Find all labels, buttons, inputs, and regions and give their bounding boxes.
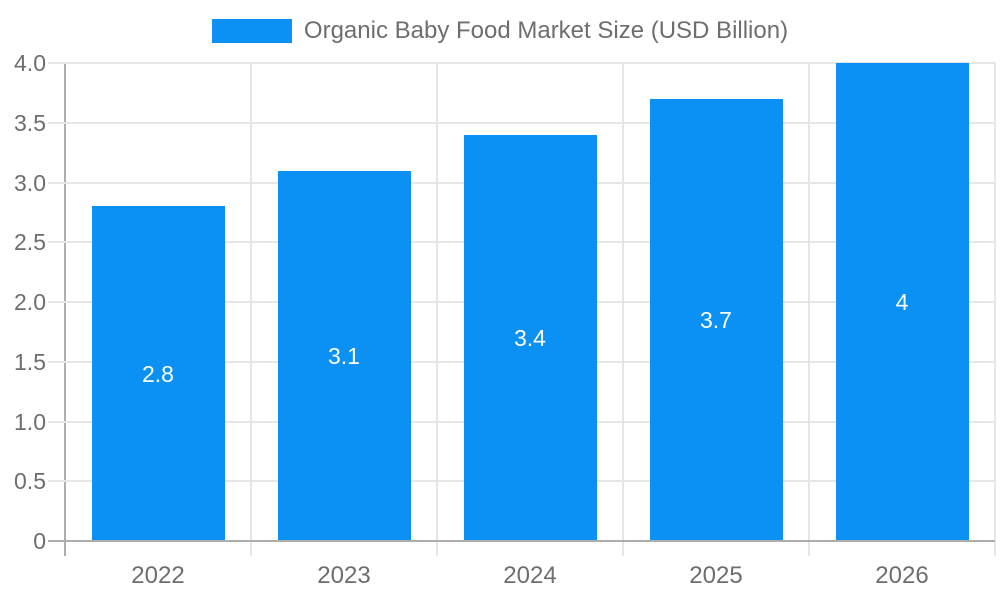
bar-2024[interactable] bbox=[463, 134, 597, 541]
y-tick-label: 4.0 bbox=[14, 50, 46, 76]
x-tick-label: 2022 bbox=[131, 562, 185, 589]
bar-value-label: 3.4 bbox=[514, 324, 546, 351]
gridline-vertical bbox=[250, 63, 252, 556]
y-tick-label: 3.0 bbox=[14, 169, 46, 196]
y-tick-label: 1.0 bbox=[14, 408, 46, 435]
legend-label: Organic Baby Food Market Size (USD Billi… bbox=[303, 17, 789, 44]
bar-value-label: 3.1 bbox=[328, 342, 360, 369]
bar-value-label: 4 bbox=[895, 289, 909, 315]
bar-2025[interactable] bbox=[649, 98, 783, 541]
bar-2023[interactable] bbox=[277, 170, 411, 541]
bar-2026[interactable] bbox=[835, 63, 969, 541]
x-axis-baseline bbox=[48, 540, 995, 542]
x-tick-label: 2024 bbox=[503, 562, 557, 589]
x-axis-labels: 2022 2023 2024 2025 2026 bbox=[65, 541, 995, 600]
gridline-vertical bbox=[436, 63, 438, 556]
gridline-horizontal bbox=[48, 62, 995, 64]
x-tick-label: 2023 bbox=[317, 562, 371, 589]
x-tick-label: 2025 bbox=[689, 562, 743, 589]
y-tick-label: 0.5 bbox=[14, 468, 46, 495]
bar-value-label: 2.8 bbox=[142, 360, 174, 387]
gridline-vertical bbox=[994, 63, 996, 556]
bar-value-label: 3.7 bbox=[700, 306, 732, 333]
bar-2022[interactable] bbox=[91, 206, 225, 541]
y-axis-labels: 0 0.5 1.0 1.5 2.0 2.5 3.0 3.5 4.0 bbox=[0, 0, 46, 600]
gridline-vertical bbox=[622, 63, 624, 556]
gridline-vertical bbox=[808, 63, 810, 556]
y-tick-label: 3.5 bbox=[14, 109, 46, 136]
plot-area: 2.8 3.1 3.4 3.7 4 bbox=[48, 62, 996, 556]
y-tick-label: 1.5 bbox=[14, 348, 46, 375]
chart-legend: Organic Baby Food Market Size (USD Billi… bbox=[0, 17, 1000, 45]
x-tick-label: 2026 bbox=[875, 562, 929, 589]
gridline-horizontal bbox=[48, 121, 995, 124]
y-tick-label: 2.0 bbox=[14, 289, 46, 315]
y-axis-line bbox=[64, 63, 66, 556]
y-tick-label: 0 bbox=[33, 528, 46, 554]
y-tick-label: 2.5 bbox=[14, 229, 46, 256]
legend-swatch bbox=[211, 19, 292, 43]
